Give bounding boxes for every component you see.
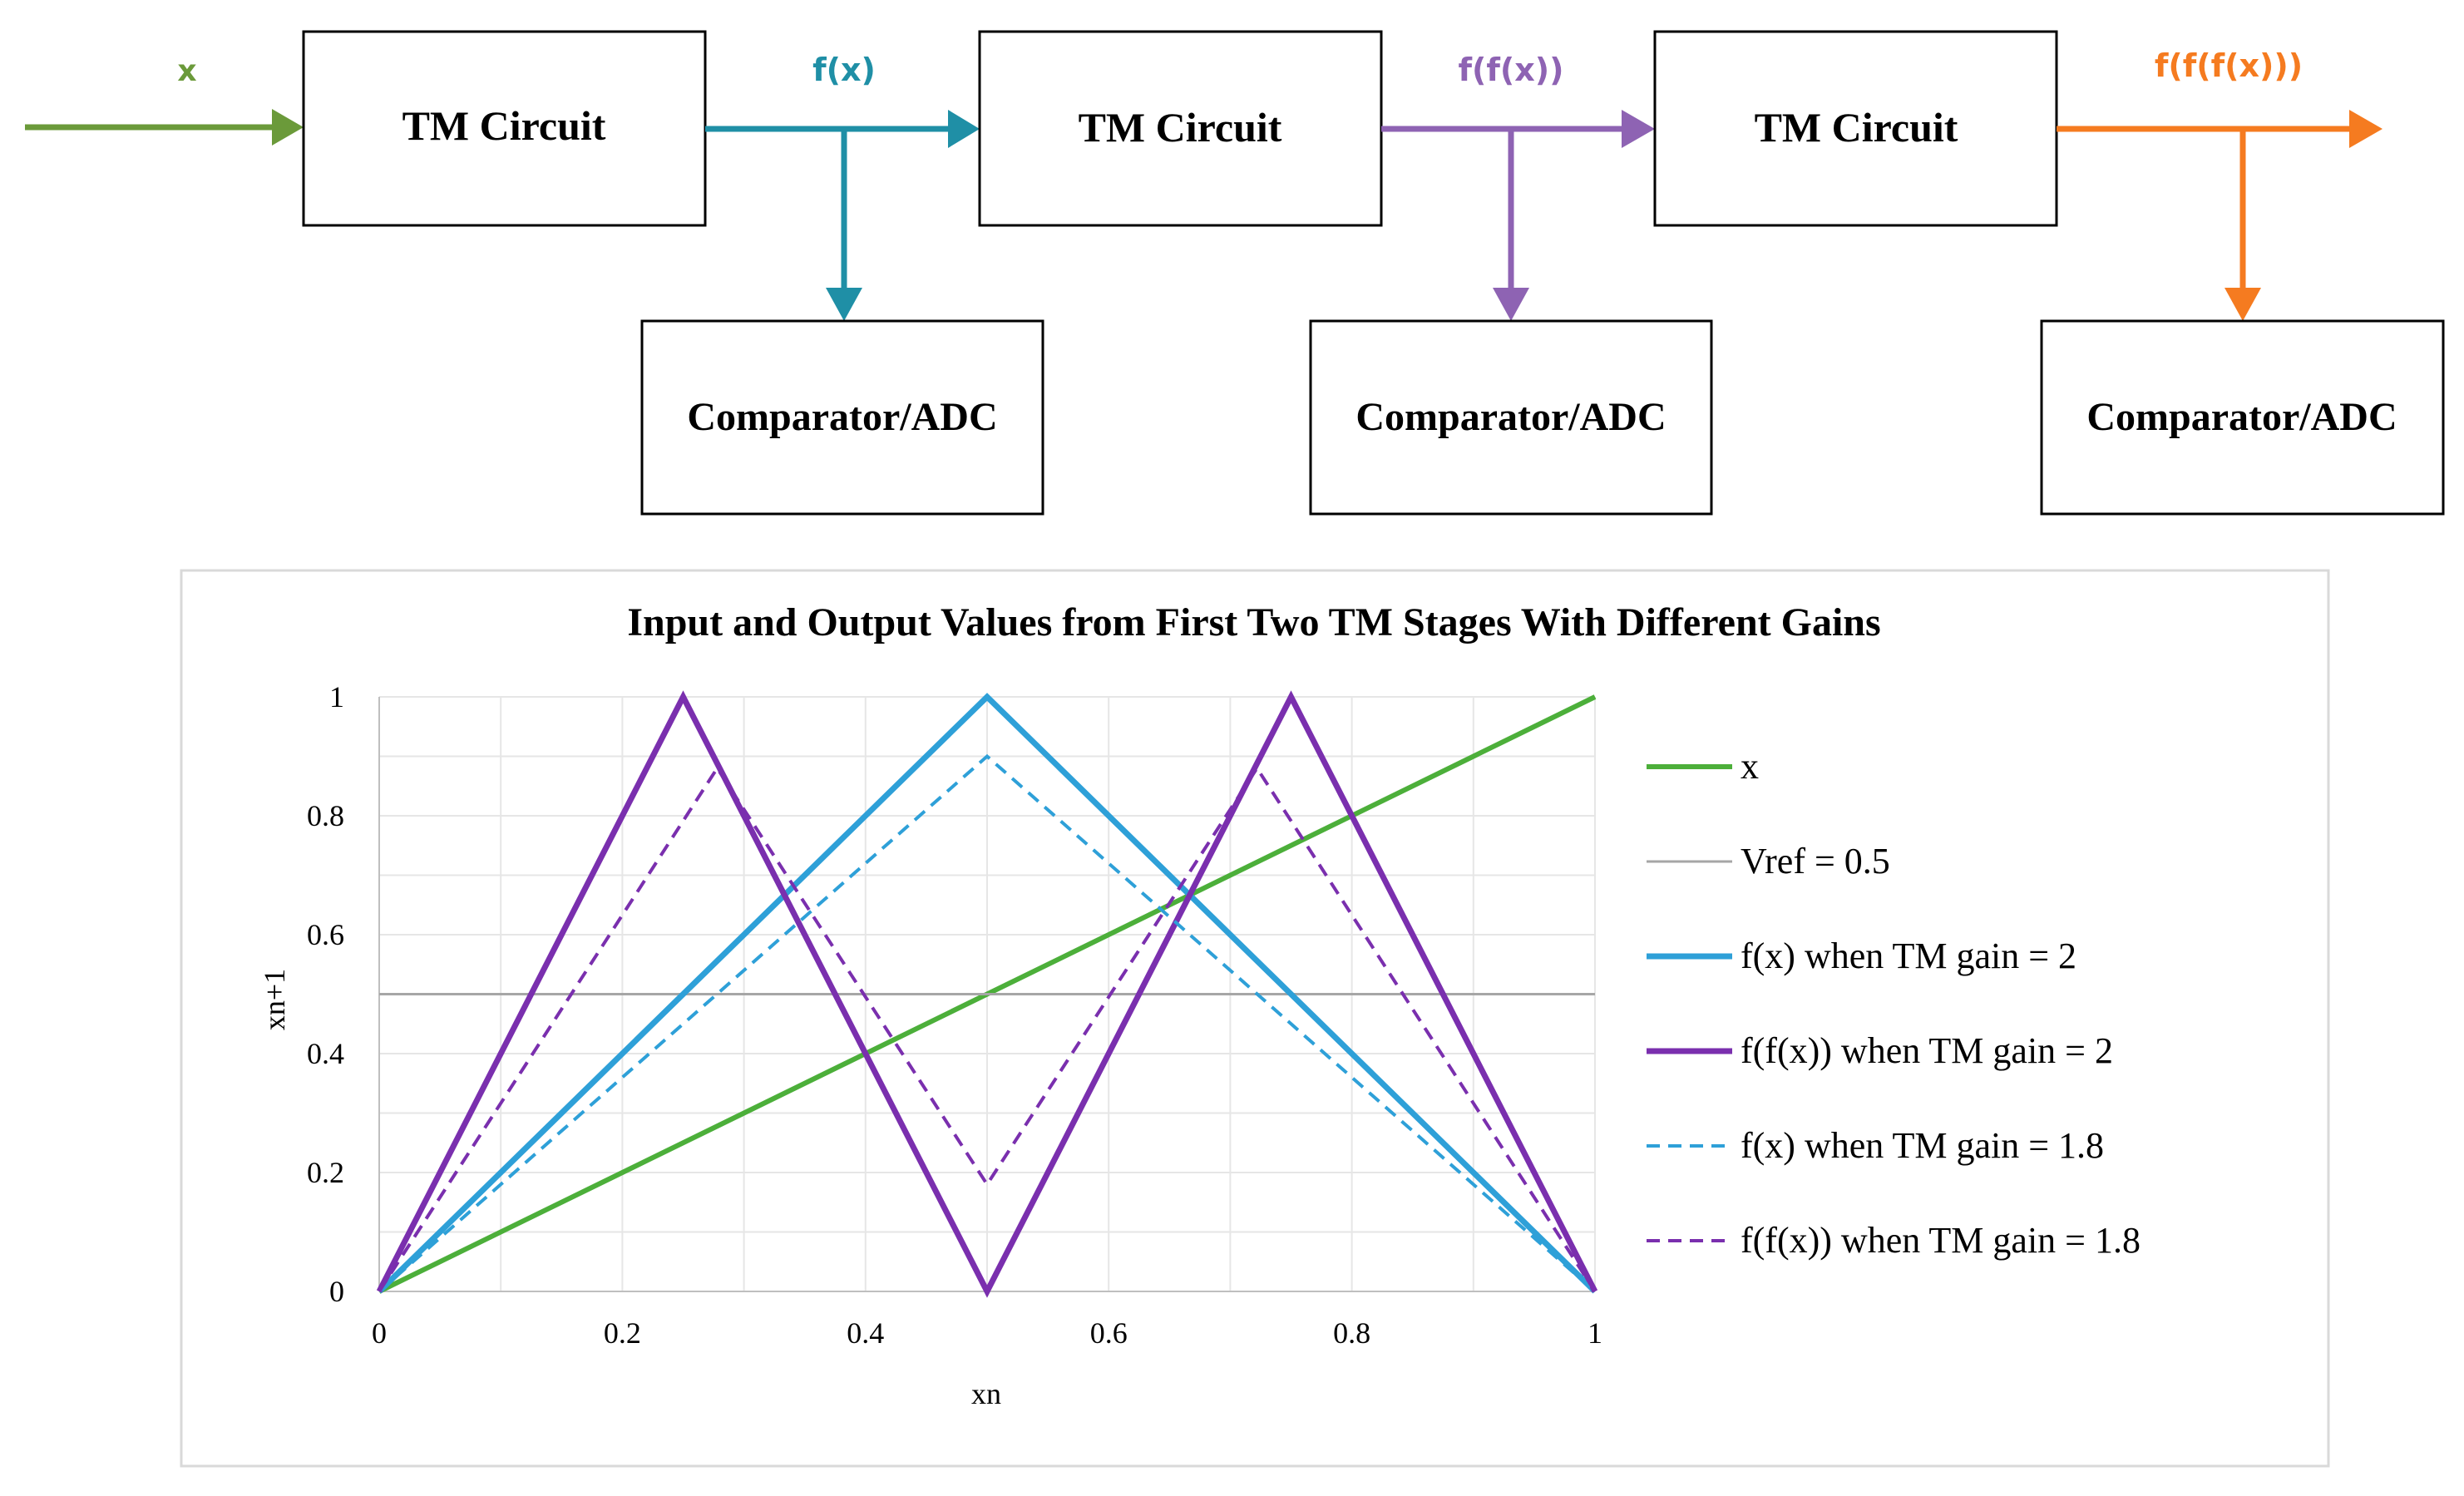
legend-label-6: f(f(x)) when TM gain = 1.8 [1741, 1220, 2141, 1261]
y-tick-label: 0.6 [307, 918, 344, 951]
signal-ffx-arrowhead [1622, 110, 1655, 148]
x-tick-label: 0.4 [847, 1316, 884, 1350]
comparator-adc-block-2 [1309, 319, 1713, 516]
legend-label-3: f(x) when TM gain = 2 [1741, 936, 2076, 976]
tm-circuit-label-2: TM Circuit [1079, 104, 1282, 151]
comparator-adc-block-1 [640, 319, 1044, 516]
signal-fx-branch-arrowhead [826, 288, 862, 321]
x-axis-label: xn [971, 1377, 1001, 1410]
series-line-6 [378, 765, 1597, 1293]
tm-circuit-block-2 [978, 30, 1383, 227]
legend-label-2: Vref = 0.5 [1741, 841, 1890, 881]
y-tick-label: 0.4 [307, 1037, 344, 1070]
x-tick-label: 1 [1588, 1316, 1602, 1350]
comparator-adc-label-2: Comparator/ADC [1355, 395, 1666, 439]
x-tick-label: 0 [372, 1316, 387, 1350]
comparator-adc-label-1: Comparator/ADC [687, 395, 997, 439]
y-tick-label: 0.2 [307, 1156, 344, 1189]
signal-fffx-arrowhead [2349, 110, 2383, 148]
y-tick-labels: 0 0.2 0.4 0.6 0.8 1 [307, 680, 344, 1308]
tm-circuit-block-3 [1653, 30, 2058, 227]
x-tick-label: 0.8 [1333, 1316, 1370, 1350]
x-tick-label: 0.2 [604, 1316, 641, 1350]
signal-fx-label: f(x) [812, 52, 876, 88]
block-diagram: x TM Circuit f(x) Comparator/ADC TM Circ… [25, 30, 2445, 516]
y-axis-label: xn+1 [258, 969, 291, 1030]
chart: Input and Output Values from First Two T… [180, 569, 2330, 1468]
plot-series [376, 690, 1598, 1298]
signal-fffx-branch-arrowhead [2225, 288, 2261, 321]
legend-label-4: f(f(x)) when TM gain = 2 [1741, 1030, 2113, 1071]
chart-legend: x Vref = 0.5 f(x) when TM gain = 2 f(f(x)) … [1647, 746, 2141, 1261]
y-tick-label: 0 [329, 1275, 344, 1308]
series-line-5 [378, 753, 1597, 1293]
comparator-adc-block-3 [2040, 319, 2445, 516]
chart-frame [180, 569, 2330, 1468]
x-tick-labels: 0 0.2 0.4 0.6 0.8 1 [372, 1316, 1602, 1350]
chart-title: Input and Output Values from First Two T… [627, 600, 1880, 644]
signal-fffx-label: f(f(f(x))) [2155, 47, 2303, 84]
signal-ffx-label: f(f(x)) [1458, 52, 1563, 88]
tm-circuit-block-1 [302, 30, 707, 227]
legend-label-5: f(x) when TM gain = 1.8 [1741, 1125, 2104, 1166]
signal-ffx-branch-arrowhead [1493, 288, 1529, 321]
signal-x-label: x [177, 54, 196, 88]
signal-x-arrowhead [272, 109, 304, 146]
series-line-4 [376, 690, 1598, 1298]
x-tick-label: 0.6 [1090, 1316, 1128, 1350]
tm-circuit-label-1: TM Circuit [402, 102, 606, 149]
tm-circuit-label-3: TM Circuit [1755, 104, 1958, 151]
series-line-3 [377, 693, 1597, 1294]
comparator-adc-label-3: Comparator/ADC [2086, 395, 2397, 439]
legend-label-1: x [1741, 746, 1759, 787]
y-tick-label: 1 [329, 680, 344, 713]
signal-fx-arrowhead [948, 110, 980, 148]
y-tick-label: 0.8 [307, 799, 344, 832]
